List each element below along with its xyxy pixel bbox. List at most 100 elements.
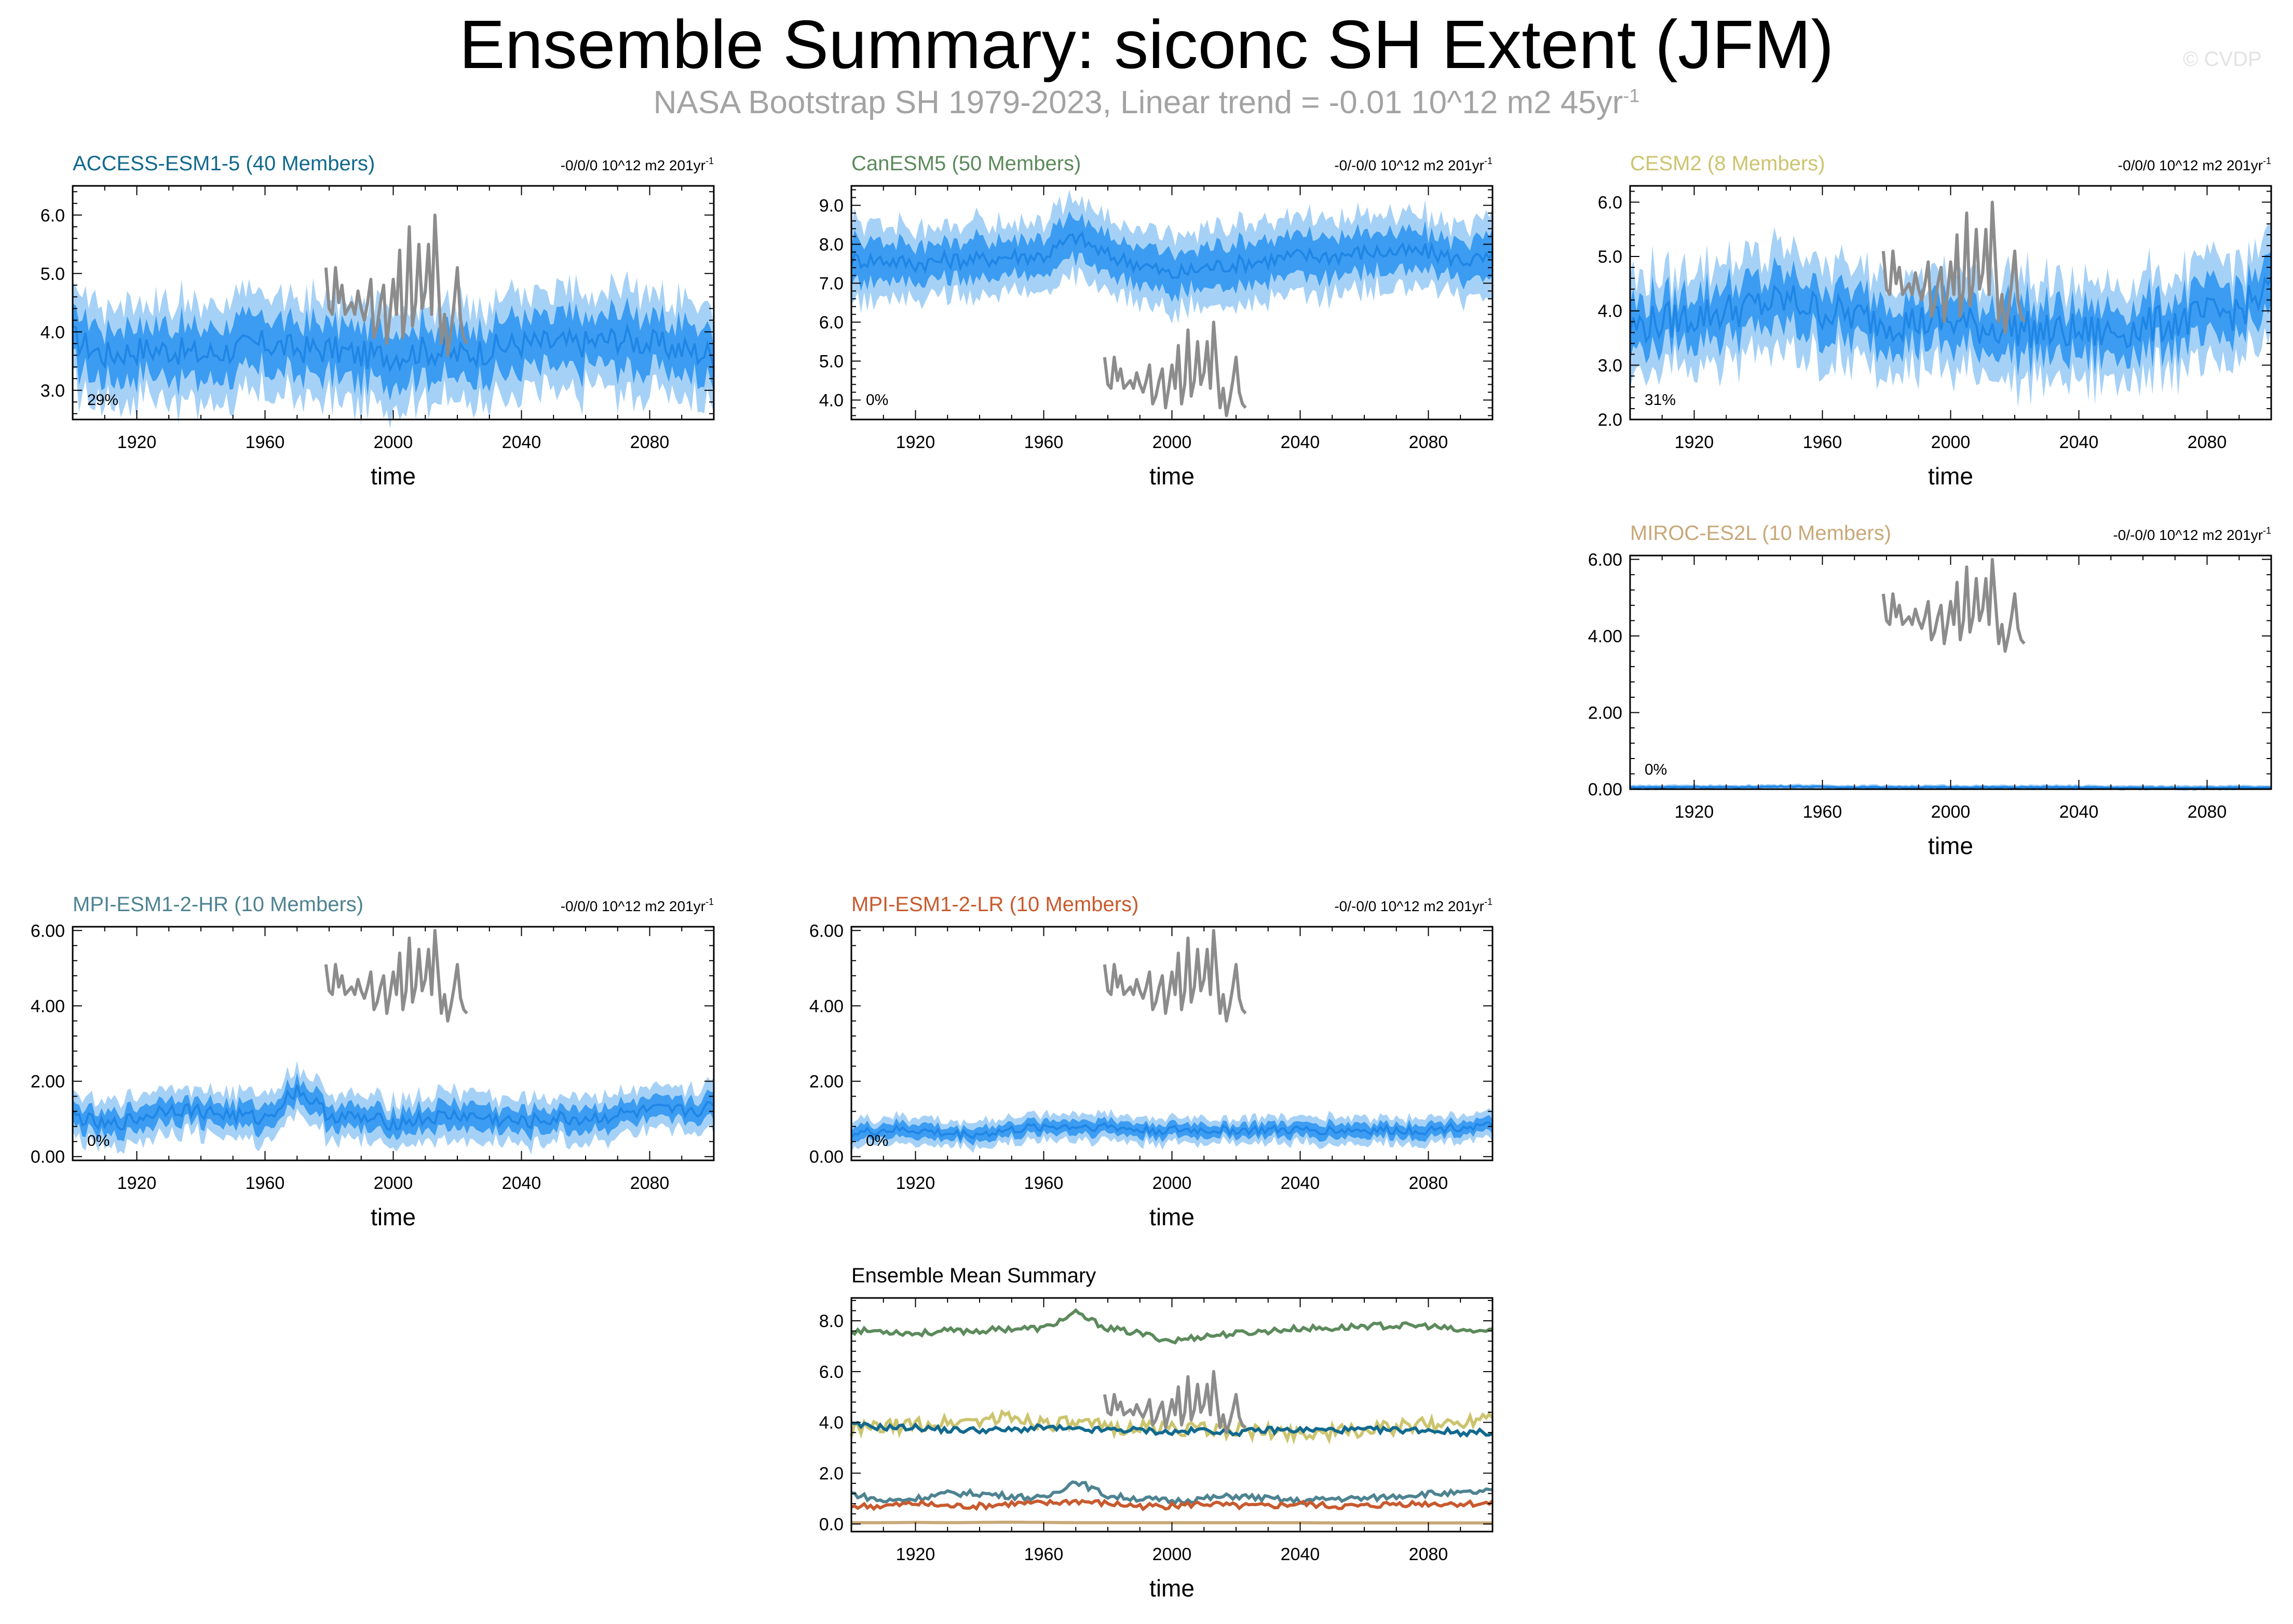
panel-title: CESM2 (8 Members) — [1630, 152, 1825, 175]
y-tick-label: 6.0 — [819, 313, 844, 333]
ensemble-mean-line — [850, 1121, 1494, 1141]
spread-band-inner — [1630, 251, 2271, 377]
trend-label: -0/0/0 10^12 m2 201yr-1 — [561, 897, 714, 914]
x-axis-label: time — [1149, 1203, 1195, 1230]
obs-line — [324, 929, 468, 1023]
panel-access: ACCESS-ESM1-5 (40 Members) -0/0/0 10^12 m… — [40, 152, 715, 490]
percent-label: 31% — [1645, 391, 1676, 409]
trend-label-text: -0/0/0 10^12 m2 201yr — [2118, 157, 2263, 173]
x-tick-label: 1960 — [1803, 432, 1842, 452]
obs-line — [1881, 558, 2026, 653]
trend-label-sup: -1 — [705, 156, 714, 166]
x-axis-label: time — [1928, 832, 1973, 859]
panel-title: MIROC-ES2L (10 Members) — [1630, 522, 1891, 545]
panel-title: ACCESS-ESM1-5 (40 Members) — [73, 152, 375, 175]
series-line-mpihr — [851, 1480, 1493, 1506]
panel-mpilr: MPI-ESM1-2-LR (10 Members) -0/-0/0 10^12 … — [809, 893, 1494, 1230]
obs-line — [1103, 320, 1247, 417]
x-tick-label: 2040 — [502, 1173, 541, 1193]
x-tick-label: 1960 — [1024, 1173, 1064, 1193]
spread-band-inner — [851, 211, 1493, 302]
y-tick-label: 8.0 — [819, 235, 844, 255]
spread-band-inner — [73, 297, 714, 401]
ensemble-mean-line — [1629, 276, 2272, 349]
x-tick-label: 2040 — [2059, 432, 2099, 452]
x-tick-label: 2000 — [374, 1173, 413, 1193]
panel-canesm: CanESM5 (50 Members) -0/-0/0 10^12 m2 201… — [819, 152, 1494, 490]
x-tick-label: 2000 — [1152, 1545, 1192, 1564]
series-line-canesm — [850, 1308, 1493, 1345]
y-tick-label: 0.00 — [809, 1147, 844, 1167]
panel-title: Ensemble Mean Summary — [851, 1264, 1096, 1287]
obs-line — [324, 213, 469, 357]
trend-label-sup: -1 — [1484, 897, 1493, 907]
trend-label-text: -0/0/0 10^12 m2 201yr — [561, 157, 705, 173]
trend-label-sup: -1 — [1484, 156, 1493, 166]
spread-band-inner — [851, 1115, 1493, 1146]
x-tick-label: 2080 — [2188, 802, 2227, 822]
x-tick-label: 2040 — [502, 432, 541, 452]
x-tick-label: 1960 — [1024, 1545, 1064, 1564]
trend-label-text: -0/0/0 10^12 m2 201yr — [561, 898, 705, 914]
y-tick-label: 2.0 — [1598, 410, 1622, 430]
subtitle-superscript: -1 — [1623, 85, 1640, 106]
x-tick-label: 1960 — [246, 1173, 285, 1193]
y-tick-label: 4.00 — [1588, 627, 1622, 646]
y-tick-label: 6.00 — [1588, 550, 1622, 570]
x-tick-label: 2080 — [1409, 1545, 1448, 1564]
spread-band-inner — [73, 1073, 714, 1142]
x-axis-label: time — [1149, 463, 1195, 490]
panel-summary: Ensemble Mean Summary 1920 1960 2000 2040 208… — [819, 1264, 1494, 1602]
x-tick-label: 1960 — [1803, 802, 1842, 822]
ensemble-mean-line — [72, 322, 715, 373]
y-tick-label: 4.0 — [1598, 302, 1622, 321]
trend-label-text: -0/-0/0 10^12 m2 201yr — [2113, 527, 2263, 543]
y-tick-label: 4.0 — [819, 1413, 844, 1433]
ensemble-mean-line — [72, 1084, 715, 1131]
x-tick-label: 2000 — [374, 432, 413, 452]
y-tick-label: 3.0 — [1598, 356, 1622, 375]
series-line-mpilr — [850, 1498, 1494, 1512]
x-axis-label: time — [1928, 463, 1973, 490]
trend-label: -0/-0/0 10^12 m2 201yr-1 — [1334, 156, 1493, 173]
x-tick-label: 1920 — [117, 432, 157, 452]
x-tick-label: 2040 — [1281, 1545, 1320, 1564]
series-line-cesm — [850, 1409, 1494, 1445]
y-tick-label: 6.0 — [40, 206, 65, 225]
y-tick-label: 0.00 — [1588, 780, 1622, 800]
subtitle-text: NASA Bootstrap SH 1979-2023, Linear tren… — [653, 85, 1623, 120]
trend-label-sup: -1 — [705, 897, 714, 907]
x-tick-label: 2000 — [1152, 432, 1192, 452]
figure-subtitle: NASA Bootstrap SH 1979-2023, Linear tren… — [0, 84, 2293, 121]
x-tick-label: 2080 — [1409, 1173, 1448, 1193]
percent-label: 0% — [866, 391, 888, 409]
y-tick-label: 0.0 — [819, 1514, 844, 1534]
y-tick-label: 3.0 — [40, 381, 65, 401]
x-tick-label: 1960 — [1024, 432, 1064, 452]
cvdp-watermark: © CVDP — [2183, 48, 2262, 71]
plot-frame — [1629, 554, 2272, 790]
x-tick-label: 1920 — [1675, 802, 1714, 822]
obs-line — [1103, 929, 1247, 1023]
y-tick-label: 4.0 — [819, 391, 844, 411]
trend-label: -0/-0/0 10^12 m2 201yr-1 — [2113, 525, 2271, 543]
panel-title: CanESM5 (50 Members) — [851, 152, 1081, 175]
x-tick-label: 1920 — [1675, 432, 1714, 452]
trend-label-text: -0/-0/0 10^12 m2 201yr — [1334, 157, 1484, 173]
y-tick-label: 5.0 — [40, 264, 65, 284]
y-tick-label: 4.00 — [31, 996, 65, 1016]
y-tick-label: 6.00 — [31, 921, 65, 941]
x-tick-label: 2080 — [1409, 432, 1448, 452]
panel-miroc: MIROC-ES2L (10 Members) -0/-0/0 10^12 m2 … — [1588, 522, 2272, 859]
panel-title: MPI-ESM1-2-HR (10 Members) — [73, 893, 363, 916]
x-tick-label: 1920 — [896, 1173, 935, 1193]
ensemble-mean-line — [850, 231, 1494, 279]
y-tick-label: 5.0 — [819, 352, 844, 372]
x-tick-label: 1960 — [246, 432, 285, 452]
x-tick-label: 2000 — [1152, 1173, 1192, 1193]
x-tick-label: 2080 — [630, 1173, 670, 1193]
trend-label: -0/0/0 10^12 m2 201yr-1 — [2118, 156, 2271, 173]
panel-cesm: CESM2 (8 Members) -0/0/0 10^12 m2 201yr-1… — [1598, 152, 2272, 490]
trend-label: -0/0/0 10^12 m2 201yr-1 — [561, 156, 714, 173]
y-tick-label: 9.0 — [819, 196, 844, 216]
